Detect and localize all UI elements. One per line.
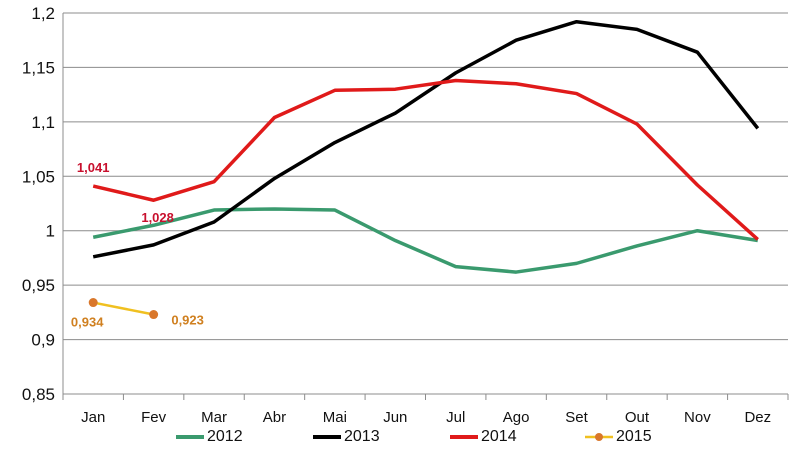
y-tick-label: 1,15 — [22, 58, 55, 77]
x-tick-label: Nov — [684, 409, 711, 426]
legend-item-2014: 2014 — [449, 428, 517, 446]
x-tick-label: Mai — [323, 409, 347, 426]
data-label: 1,028 — [141, 210, 174, 225]
x-tick-label: Fev — [141, 409, 167, 426]
y-tick-label: 1 — [46, 222, 55, 241]
legend-swatch-icon — [176, 435, 204, 439]
legend-label: 2015 — [616, 428, 652, 445]
y-tick-label: 1,2 — [31, 4, 55, 23]
legend-label: 2013 — [344, 428, 380, 445]
series-line-2013 — [92, 19, 760, 259]
series-line-2012 — [92, 207, 759, 274]
x-tick-label: Out — [625, 409, 650, 426]
series-line-2015 — [92, 301, 154, 316]
data-point-2015 — [149, 310, 159, 320]
legend-label: 2012 — [207, 428, 243, 445]
series-line-2014 — [92, 78, 759, 241]
x-tick-label: Mar — [201, 409, 227, 426]
y-tick-label: 0,85 — [22, 385, 55, 404]
legend: 2012 2013 2014 2015 — [0, 428, 802, 458]
x-tick-label: Jun — [383, 409, 407, 426]
x-tick-label: Ago — [503, 409, 530, 426]
x-tick-label: Jul — [446, 409, 465, 426]
legend-swatch-icon — [313, 435, 341, 439]
legend-item-2012: 2012 — [175, 428, 243, 446]
data-label: 0,934 — [71, 315, 104, 330]
legend-item-2015: 2015 — [584, 428, 652, 446]
y-tick-label: 1,05 — [22, 167, 55, 186]
y-tick-label: 0,9 — [31, 331, 55, 350]
legend-swatch-icon — [450, 435, 478, 439]
data-label: 1,041 — [77, 160, 110, 175]
y-tick-label: 0,95 — [22, 276, 55, 295]
legend-label: 2014 — [481, 428, 517, 445]
x-tick-label: Jan — [81, 409, 105, 426]
legend-swatch-icon — [585, 433, 613, 441]
x-tick-label: Dez — [744, 409, 771, 426]
legend-item-2013: 2013 — [312, 428, 380, 446]
x-tick-label: Abr — [263, 409, 286, 426]
line-chart: 0,85 0,9 0,95 1 1,05 1,1 1,15 1,2 Jan Fev Mar Abr Ma… — [22, 4, 789, 426]
y-tick-label: 1,1 — [31, 113, 55, 132]
data-label: 0,923 — [171, 313, 204, 328]
x-tick-label: Set — [565, 409, 588, 426]
data-point-2015 — [88, 298, 98, 308]
